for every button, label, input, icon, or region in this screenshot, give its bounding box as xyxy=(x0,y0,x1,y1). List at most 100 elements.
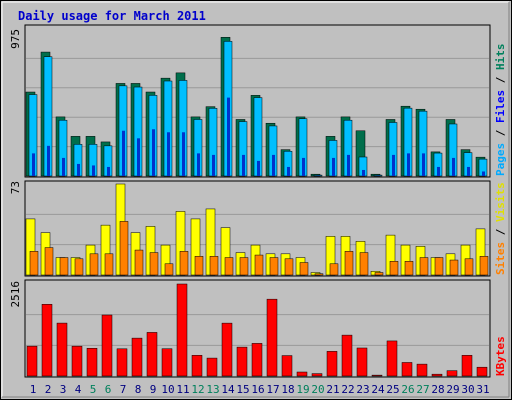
x-tick-label: 12 xyxy=(191,383,204,396)
legend-sep-2: / xyxy=(494,76,507,83)
x-tick-label: 10 xyxy=(161,383,174,396)
bar-kbytes xyxy=(147,332,157,376)
bar-sites xyxy=(375,273,383,275)
bar-kbytes xyxy=(177,284,187,376)
bar-kbytes xyxy=(222,323,232,376)
x-tick-label: 22 xyxy=(341,383,354,396)
x-tick-label: 18 xyxy=(281,383,294,396)
bar-pages xyxy=(302,158,305,176)
x-tick-label: 4 xyxy=(75,383,82,396)
bar-pages xyxy=(347,155,350,176)
bar-kbytes xyxy=(282,356,292,376)
bar-sites xyxy=(210,256,218,275)
bar-sites xyxy=(255,255,263,275)
y-max-label-visits: 73 xyxy=(9,181,22,194)
bar-pages xyxy=(77,164,80,176)
bar-pages xyxy=(272,155,275,176)
x-tick-label: 16 xyxy=(251,383,264,396)
legend-kbytes: KBytes xyxy=(494,336,507,376)
bar-kbytes xyxy=(372,375,382,376)
bar-kbytes xyxy=(267,299,277,376)
bar-pages xyxy=(227,98,230,176)
legend-files: Files xyxy=(494,90,507,123)
x-tick-label: 13 xyxy=(206,383,219,396)
x-tick-label: 20 xyxy=(311,383,324,396)
bar-pages xyxy=(122,131,125,176)
bar-pages xyxy=(62,158,65,176)
legend-hits: Hits xyxy=(494,44,507,71)
bar-pages xyxy=(197,153,200,176)
bar-kbytes xyxy=(162,349,172,376)
bar-sites xyxy=(285,259,293,275)
bar-pages xyxy=(212,155,215,176)
bar-sites xyxy=(240,258,248,275)
bar-kbytes xyxy=(432,374,442,376)
bar-pages xyxy=(182,132,185,176)
bar-pages xyxy=(332,158,335,176)
bar-sites xyxy=(390,261,398,275)
bar-sites xyxy=(150,253,158,275)
bar-kbytes xyxy=(297,372,307,376)
bar-sites xyxy=(315,274,323,275)
bar-kbytes xyxy=(72,346,82,376)
x-tick-label: 24 xyxy=(371,383,385,396)
bar-pages xyxy=(47,146,50,176)
x-tick-label: 7 xyxy=(120,383,127,396)
x-tick-label: 30 xyxy=(461,383,474,396)
bar-pages xyxy=(257,161,260,176)
bar-sites xyxy=(60,258,68,275)
bar-pages xyxy=(107,167,110,176)
bar-kbytes xyxy=(237,347,247,376)
bar-kbytes xyxy=(417,364,427,376)
bar-sites xyxy=(360,253,368,275)
x-tick-label: 26 xyxy=(401,383,414,396)
bar-pages xyxy=(452,158,455,176)
bar-pages xyxy=(482,171,485,176)
bar-kbytes xyxy=(387,341,397,376)
bar-kbytes xyxy=(342,335,352,376)
x-tick-label: 29 xyxy=(446,383,459,396)
bar-sites xyxy=(225,258,233,275)
bar-kbytes xyxy=(312,374,322,376)
x-tick-label: 28 xyxy=(431,383,444,396)
bar-kbytes xyxy=(327,351,337,376)
bar-sites xyxy=(165,264,173,275)
bar-pages xyxy=(362,170,365,176)
x-tick-label: 25 xyxy=(386,383,399,396)
bar-pages xyxy=(32,153,35,176)
x-tick-label: 2 xyxy=(45,383,52,396)
x-tick-label: 5 xyxy=(90,383,97,396)
legend-sep-3: / xyxy=(494,228,507,235)
x-tick-label: 3 xyxy=(60,383,67,396)
bar-sites xyxy=(30,251,38,275)
legend-sep-1: / xyxy=(494,129,507,136)
bar-kbytes xyxy=(42,304,52,376)
legend-visits-panel: Sites / Visits xyxy=(494,182,507,275)
y-max-label-kbytes: 2516 xyxy=(9,281,22,308)
legend-hits-panel: Pages / Files / Hits xyxy=(494,44,507,177)
bar-kbytes xyxy=(57,323,67,376)
x-tick-label: 15 xyxy=(236,383,249,396)
x-tick-label: 1 xyxy=(30,383,37,396)
bar-kbytes xyxy=(132,338,142,376)
bar-kbytes xyxy=(447,371,457,376)
bar-kbytes xyxy=(477,367,487,376)
x-tick-label: 27 xyxy=(416,383,429,396)
x-tick-label: 6 xyxy=(105,383,112,396)
bar-sites xyxy=(90,254,98,275)
legend-sites: Sites xyxy=(494,242,507,275)
bar-pages xyxy=(167,132,170,176)
bar-kbytes xyxy=(207,358,217,376)
bar-pages xyxy=(467,167,470,176)
bar-sites xyxy=(300,263,308,275)
bar-kbytes xyxy=(117,349,127,376)
x-tick-label: 31 xyxy=(476,383,489,396)
bar-pages xyxy=(392,155,395,176)
x-tick-label: 21 xyxy=(326,383,339,396)
legend-visits: Visits xyxy=(494,182,507,222)
bar-sites xyxy=(195,256,203,275)
bar-sites xyxy=(345,251,353,275)
bar-sites xyxy=(435,258,443,275)
bar-pages xyxy=(137,138,140,176)
bar-sites xyxy=(120,221,128,275)
